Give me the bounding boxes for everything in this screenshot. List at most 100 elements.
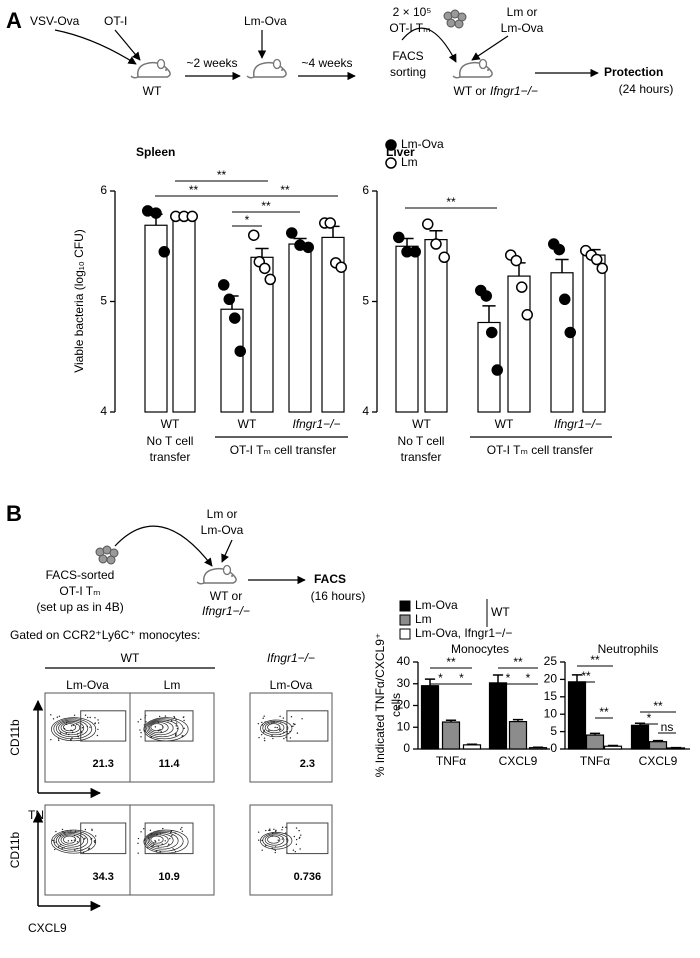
event-dot	[272, 737, 274, 740]
legend-label: Lm	[415, 612, 432, 626]
y-tick-label: 10	[397, 719, 411, 733]
contour	[58, 833, 85, 848]
schematic-text: WT or	[454, 84, 486, 98]
cells-icon	[95, 545, 119, 565]
event-dot	[86, 716, 89, 719]
bar	[488, 682, 508, 750]
error-bar	[466, 743, 478, 745]
event-dot	[76, 841, 79, 843]
event-dot	[271, 835, 274, 837]
column-label: Lm-Ova	[66, 678, 109, 692]
event-dot	[70, 830, 72, 832]
legend-label: Lm-Ova	[415, 598, 458, 612]
data-point	[324, 217, 336, 229]
contour	[63, 835, 77, 844]
schematic-text: Ifngr1−/−	[202, 604, 250, 618]
event-dot	[290, 716, 293, 718]
schematic-text: WT or	[210, 589, 242, 603]
event-dot	[262, 717, 264, 719]
event-dot	[154, 726, 157, 728]
event-dot	[289, 737, 292, 739]
event-dot	[73, 839, 76, 841]
event-dot	[55, 841, 57, 843]
gate	[286, 710, 329, 742]
event-dot	[76, 723, 78, 725]
event-dot	[70, 839, 73, 842]
schematic-text: OT-I	[104, 14, 127, 28]
flow-plot	[44, 804, 131, 896]
flow-plot	[129, 692, 215, 783]
error-bar	[589, 732, 601, 736]
event-dot	[53, 839, 55, 842]
data-point	[559, 293, 571, 306]
event-dot	[293, 723, 296, 726]
event-dot	[84, 837, 86, 839]
event-dot	[91, 829, 93, 831]
schematic-text: Ifngr1−/−	[490, 84, 538, 98]
event-dot	[88, 847, 91, 850]
event-dot	[263, 739, 266, 742]
event-dot	[57, 738, 60, 740]
event-dot	[97, 719, 99, 721]
event-dot	[155, 834, 158, 836]
event-dot	[94, 722, 96, 724]
bar	[582, 254, 606, 413]
event-dot	[274, 846, 277, 848]
event-dot	[50, 714, 52, 716]
event-dot	[157, 846, 160, 848]
event-dot	[73, 714, 76, 716]
event-dot	[81, 732, 83, 734]
event-dot	[62, 831, 64, 833]
mouse-icon	[130, 58, 171, 79]
event-dot	[292, 725, 294, 727]
event-dot	[280, 721, 282, 723]
event-dot	[174, 734, 177, 736]
y-tick-label: 30	[397, 676, 411, 690]
gate	[286, 822, 329, 855]
data-point	[480, 290, 492, 302]
event-dot	[173, 715, 175, 718]
event-dot	[260, 733, 263, 736]
event-dot	[261, 721, 263, 724]
legend-label: Lm	[401, 155, 418, 169]
schematic-text: OT-I Tₘ	[59, 584, 100, 598]
bar	[550, 272, 574, 413]
event-dot	[274, 849, 277, 852]
data-point	[158, 246, 170, 258]
schematic-text: ~2 weeks	[186, 56, 237, 70]
event-dot	[94, 840, 96, 842]
event-dot	[274, 726, 276, 729]
chart-title: Spleen	[136, 145, 175, 159]
event-dot	[59, 732, 62, 734]
event-dot	[67, 840, 70, 842]
arrow	[401, 27, 457, 63]
event-dot	[74, 849, 76, 851]
data-point	[248, 229, 260, 241]
schematic-text: Lm or	[507, 5, 538, 19]
significance-label: **	[590, 653, 600, 667]
bar	[508, 720, 528, 750]
error-bar	[555, 258, 569, 273]
contour	[55, 719, 89, 738]
schematic-text: WT	[143, 84, 162, 98]
y-tick-label: 5	[362, 294, 369, 308]
x-tick-label: WT	[238, 417, 257, 431]
y-tick-label: 20	[544, 672, 558, 686]
event-dot	[142, 828, 145, 830]
event-dot	[279, 728, 282, 730]
significance-label: **	[217, 168, 227, 182]
gate-title: Gated on CCR2⁺Ly6C⁺ monocytes:	[10, 628, 200, 642]
schematic-text: Protection	[604, 65, 663, 79]
data-point	[438, 251, 450, 264]
event-dot	[289, 730, 291, 733]
bar	[462, 744, 482, 750]
y-tick-label: 0	[550, 741, 557, 755]
contour	[147, 720, 174, 736]
event-dot	[58, 739, 60, 742]
event-dot	[295, 843, 298, 846]
event-dot	[172, 848, 174, 850]
legend-group-label: WT	[491, 605, 510, 619]
event-dot	[58, 846, 60, 848]
